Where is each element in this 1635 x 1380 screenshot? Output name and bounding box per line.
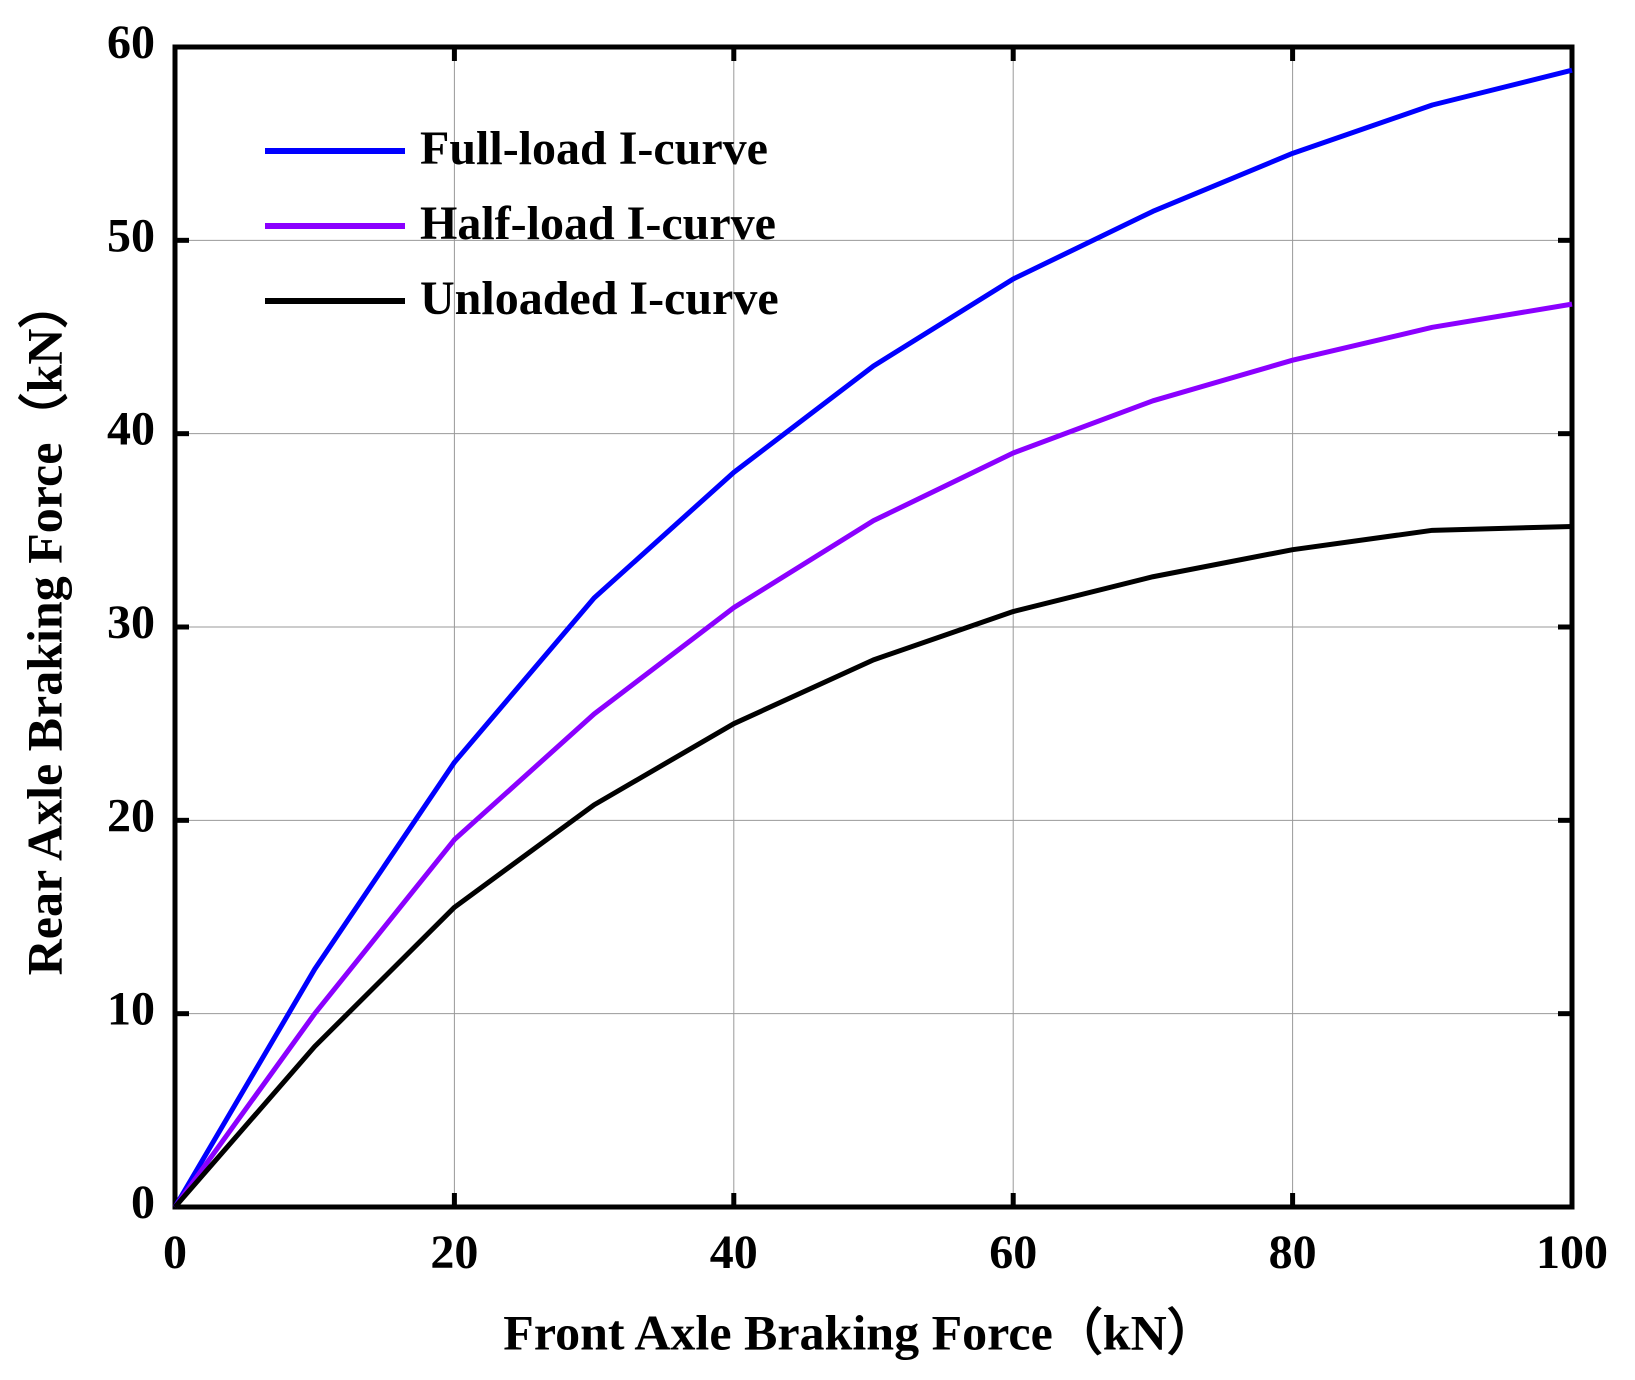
y-tick-label: 60	[107, 16, 155, 69]
y-tick-label: 50	[107, 209, 155, 262]
line-series	[173, 523, 1573, 1209]
y-tick-label: 10	[107, 983, 155, 1036]
legend-label: Half-load I-curve	[420, 197, 776, 250]
legend-label: Unloaded I-curve	[420, 272, 779, 325]
line-series	[172, 67, 1573, 1209]
x-tick-label: 0	[163, 1226, 187, 1279]
y-tick-label: 40	[107, 403, 155, 456]
y-axis-label: Rear Axle Braking Force（kN）	[16, 279, 72, 976]
x-tick-label: 60	[989, 1226, 1037, 1279]
x-tick-label: 80	[1269, 1226, 1317, 1279]
legend-label: Full-load I-curve	[420, 122, 768, 175]
y-tick-label: 0	[131, 1176, 155, 1229]
x-tick-label: 40	[710, 1226, 758, 1279]
plot-frame	[172, 44, 1575, 1210]
x-tick-label: 100	[1536, 1226, 1608, 1279]
line-series	[172, 301, 1573, 1209]
x-tick-label: 20	[430, 1226, 478, 1279]
x-axis-label: Front Axle Braking Force（kN）	[503, 1304, 1216, 1360]
y-tick-label: 30	[107, 596, 155, 649]
y-tick-label: 20	[107, 789, 155, 842]
